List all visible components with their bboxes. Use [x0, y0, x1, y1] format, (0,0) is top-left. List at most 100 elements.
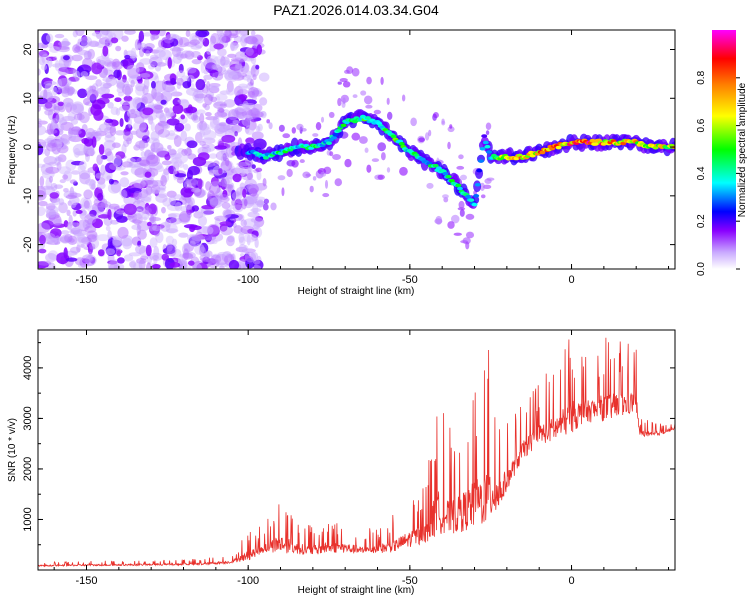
spectrogram-noise-blob	[129, 75, 142, 80]
spectrogram-noise-blob	[253, 222, 260, 230]
spectrogram-noise-blob	[100, 72, 107, 78]
spectrogram-noise-blob	[424, 132, 430, 141]
spectrogram-noise-blob	[312, 176, 317, 181]
spectrogram-noise-blob	[249, 79, 254, 86]
spectrogram-noise-blob	[337, 81, 342, 85]
colorbar: 0.0 0.2 0.4 0.6 0.8 Normalized spectral ampl…	[696, 30, 748, 276]
spectrogram-noise-blob	[346, 66, 354, 74]
spectrogram-noise-blob	[87, 149, 96, 156]
spectrogram-noise-blob	[38, 68, 41, 76]
spectrogram-noise-blob	[217, 48, 227, 57]
spectrogram-noise-blob	[210, 33, 220, 44]
spectrogram-noise-blob	[105, 225, 111, 232]
spectrogram-noise-blob	[217, 251, 230, 257]
spectrogram-noise-blob	[97, 214, 111, 219]
snr-ytick-label: 2000	[22, 457, 34, 481]
spectrogram-noise-blob	[486, 177, 495, 181]
spectrogram-noise-blob	[120, 189, 128, 199]
spectrogram-ridge-core	[445, 174, 452, 179]
spectrogram-noise-blob	[100, 164, 106, 176]
spectrogram-noise-blob	[88, 40, 100, 48]
spectrogram-noise-blob	[149, 237, 158, 248]
spectrogram-noise-blob	[456, 165, 465, 170]
spectrogram-noise-blob	[252, 259, 261, 265]
spectrogram-noise-blob	[206, 81, 211, 92]
spectrogram-noise-blob	[187, 260, 195, 266]
spectrogram-ridge-core	[448, 178, 455, 183]
spectrogram-noise-blob	[238, 232, 245, 243]
spectrogram-noise-blob	[191, 59, 202, 65]
spectrogram-noise-blob	[108, 178, 115, 185]
spectrogram-noise-blob	[278, 124, 285, 132]
spectrogram-noise-blob	[85, 87, 93, 95]
spectrogram-noise-blob	[138, 30, 145, 43]
spectrogram-noise-blob	[124, 85, 131, 97]
spectrogram-noise-blob	[183, 148, 193, 156]
spectrogram-noise-blob	[219, 194, 229, 200]
spectrogram-noise-blob	[485, 122, 492, 130]
spectrogram-noise-blob	[155, 165, 164, 173]
spectrogram-noise-blob	[89, 243, 96, 250]
spectrogram-noise-blob	[117, 257, 125, 264]
spectrogram-noise-blob	[112, 237, 123, 249]
spectrogram-noise-blob	[113, 205, 121, 213]
spectrogram-noise-blob	[97, 249, 105, 257]
snr-xtick-label: -50	[402, 575, 418, 587]
spectrogram-noise-blob	[179, 37, 184, 46]
spectrogram-noise-blob	[135, 140, 149, 149]
snr-series-line	[38, 337, 675, 568]
spectrogram-noise-blob	[386, 111, 393, 120]
spectrogram-noise-blob	[458, 200, 465, 209]
spectrogram-noise-blob	[54, 140, 65, 145]
spectrogram-noise-blob	[450, 214, 460, 224]
spectrogram-noise-blob	[172, 194, 184, 200]
spectrogram-noise-blob	[170, 77, 177, 85]
spectrogram-noise-blob	[184, 123, 191, 132]
spectrogram-noise-blob	[180, 130, 188, 142]
spectrogram-noise-blob	[54, 105, 60, 115]
spectrogram-noise-blob	[97, 192, 104, 201]
spectrogram-noise-blob	[96, 181, 106, 190]
spectrogram-noise-blob	[117, 91, 125, 97]
spectrogram-noise-blob	[145, 50, 151, 57]
spectrogram-noise-blob	[119, 177, 130, 188]
spectrogram-noise-blob	[174, 122, 185, 132]
spectrogram-noise-blob	[71, 101, 84, 114]
spectrogram-noise-blob	[151, 80, 156, 89]
spectrogram-noise-blob	[156, 46, 164, 53]
spectrogram-noise-blob	[109, 163, 119, 171]
spectrogram-noise-blob	[104, 39, 113, 48]
spectrogram-noise-blob	[324, 179, 329, 189]
spectrogram-noise-blob	[371, 158, 380, 163]
spectrogram-ridge-core	[589, 138, 596, 143]
snr-panel: -150 -100 -50 0 1000 2000 3000 4000 Height of s…	[7, 329, 676, 596]
spectrogram-noise-blob	[263, 198, 270, 205]
spectrogram-noise-blob	[167, 57, 172, 69]
spectrogram-noise-blob	[185, 30, 191, 37]
spectrogram-noise-blob	[178, 211, 191, 223]
spectrogram-noise-blob	[139, 58, 153, 65]
spectrogram-noise-blob	[59, 179, 66, 184]
spectrogram-noise-blob	[244, 125, 255, 136]
spectrogram-noise-blob	[167, 212, 182, 218]
spectrogram-noise-blob	[232, 222, 237, 228]
spectrogram-noise-blob	[38, 97, 48, 105]
spectrogram-noise-blob	[173, 135, 182, 148]
spectrogram-noise-blob	[244, 36, 258, 45]
spectrogram-noise-blob	[328, 111, 335, 118]
spectrogram-noise-blob	[169, 262, 181, 268]
spectrogram-noise-blob	[116, 79, 130, 89]
spectrogram-noise-blob	[121, 35, 129, 42]
spectrogram-noise-blob	[39, 175, 45, 187]
spectrogram-noise-blob	[133, 190, 143, 201]
spectrogram-noise-blob	[251, 131, 264, 140]
spectrogram-noise-blob	[96, 154, 103, 165]
spectrogram-noise-blob	[95, 172, 104, 179]
spectrogram-ridge-core	[455, 183, 462, 188]
spectrogram-noise-blob	[116, 250, 122, 257]
spectrogram-noise-blob	[433, 112, 439, 119]
spectrogram-noise-blob	[66, 209, 71, 217]
spectrogram-noise-blob	[312, 133, 319, 137]
spectrogram-ridge-core	[262, 156, 269, 160]
spectrogram-noise-blob	[174, 173, 187, 178]
